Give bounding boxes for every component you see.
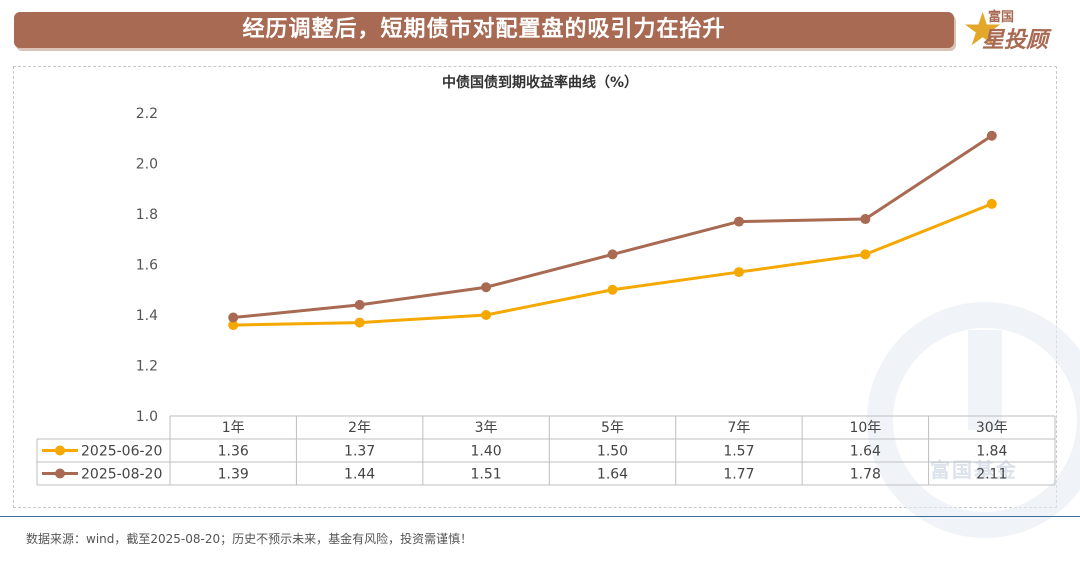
table-value: 1.64 — [597, 467, 628, 483]
x-tick-label: 10年 — [849, 420, 881, 436]
logo-main-text: 星投顾 — [982, 28, 1049, 53]
x-tick-label: 1年 — [222, 420, 245, 436]
y-tick-label: 2.2 — [136, 106, 158, 122]
table-value: 1.78 — [850, 467, 881, 483]
legend-label: 2025-06-20 — [81, 444, 162, 460]
table-value: 1.50 — [597, 444, 628, 460]
source-note: 数据来源：wind，截至2025-08-20；历史不预示未来，基金有风险，投资需… — [26, 532, 473, 546]
watermark-ring — [867, 302, 1080, 538]
chart-frame — [13, 66, 1057, 508]
legend-label: 2025-08-20 — [81, 467, 162, 483]
x-tick-label: 30年 — [976, 420, 1008, 436]
x-tick-label: 3年 — [475, 420, 498, 436]
x-tick-label: 5年 — [601, 420, 624, 436]
data-point — [986, 130, 997, 141]
page-title: 经历调整后，短期债市对配置盘的吸引力在抬升 — [242, 17, 726, 42]
x-tick-label: 2年 — [348, 420, 371, 436]
legend-swatch-marker — [55, 468, 65, 479]
footer-divider — [0, 516, 1080, 517]
y-tick-label: 1.8 — [136, 207, 158, 223]
chart-title: 中债国债到期收益率曲线（%） — [441, 75, 639, 91]
logo-top-text: 富国 — [988, 10, 1015, 25]
data-point — [860, 214, 871, 225]
data-point — [733, 216, 744, 227]
data-point — [607, 284, 618, 295]
brand-logo: ★ 富国 星投顾 — [962, 2, 1074, 56]
table-value: 1.44 — [344, 467, 375, 483]
title-banner: 经历调整后，短期债市对配置盘的吸引力在抬升 — [14, 12, 954, 48]
table-value: 1.36 — [218, 444, 249, 460]
y-tick-label: 1.0 — [136, 409, 158, 425]
table-value: 1.37 — [344, 444, 375, 460]
data-point — [986, 198, 997, 209]
y-tick-label: 1.6 — [136, 258, 158, 274]
data-point — [354, 299, 365, 310]
legend-swatch-marker — [55, 445, 65, 456]
y-tick-label: 2.0 — [136, 157, 158, 173]
data-point — [607, 249, 618, 260]
table-value: 1.77 — [723, 467, 754, 483]
data-point — [481, 282, 492, 293]
data-point — [228, 320, 239, 331]
table-value: 2.11 — [976, 467, 1007, 483]
table-value: 1.39 — [218, 467, 249, 483]
table-value: 1.64 — [850, 444, 881, 460]
table-value: 1.51 — [470, 467, 501, 483]
star-icon: ★ — [962, 2, 1004, 56]
table-value: 1.40 — [470, 444, 501, 460]
x-tick-label: 7年 — [727, 420, 750, 436]
data-point — [354, 317, 365, 328]
data-point — [733, 267, 744, 278]
y-tick-label: 1.4 — [136, 308, 158, 324]
watermark-bar — [968, 330, 1002, 430]
data-point — [481, 310, 492, 320]
table-value: 1.84 — [976, 444, 1007, 460]
data-point — [228, 312, 239, 323]
table-value: 1.57 — [723, 444, 754, 460]
data-point — [860, 249, 871, 260]
y-tick-label: 1.2 — [136, 359, 158, 375]
